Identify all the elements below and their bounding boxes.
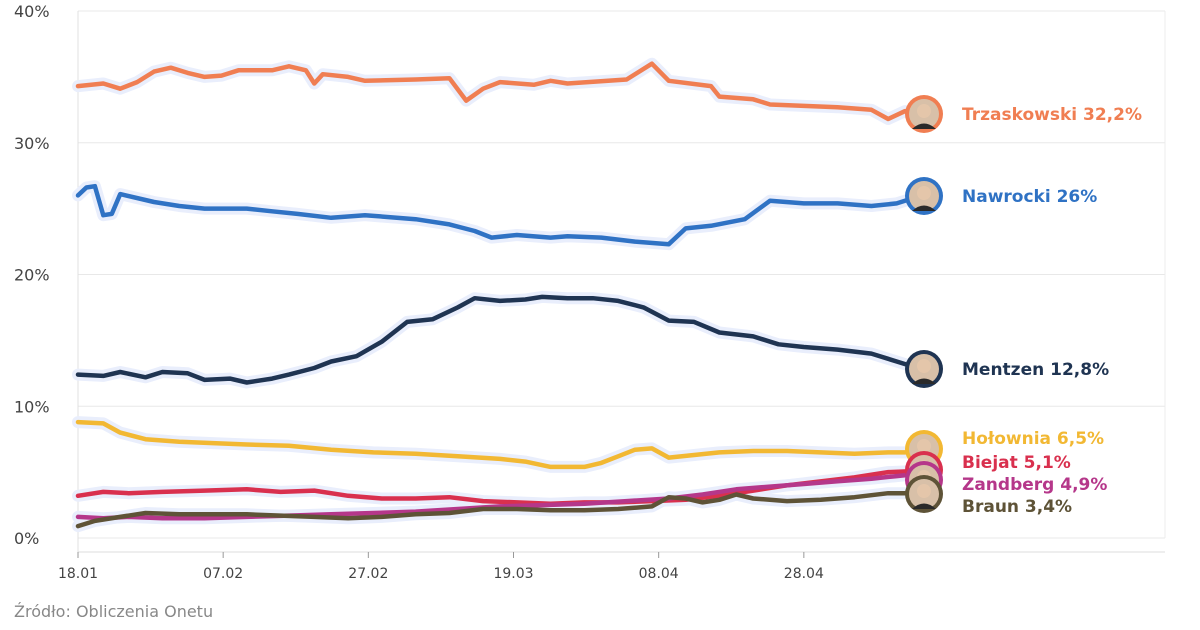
series-halo-trzaskowski	[72, 57, 928, 125]
series-lines	[75, 61, 925, 529]
marker-shoulders	[912, 205, 936, 211]
portrait-mentzen-icon	[905, 350, 943, 388]
series-label-braun: Braun 3,4%	[962, 497, 1072, 517]
portrait-trzaskowski-icon	[905, 95, 943, 133]
y-tick-label: 10%	[14, 397, 50, 416]
x-axis: 18.01 07.02 27.02 19.03 08.04 28.04	[58, 551, 1165, 582]
y-tick-label: 30%	[14, 134, 50, 153]
x-tick-label: 08.04	[639, 566, 679, 582]
series-line-hoownia	[75, 419, 925, 470]
series-label-trzaskowski: Trzaskowski 32,2%	[962, 105, 1142, 125]
series-label-zandberg: Zandberg 4,9%	[962, 475, 1107, 495]
series-label-hoownia: Hołownia 6,5%	[962, 429, 1104, 449]
y-tick-label: 0%	[14, 529, 39, 548]
marker-shoulders	[912, 123, 936, 129]
marker-shoulders	[912, 503, 936, 509]
marker-head	[917, 439, 931, 453]
series-line-nawrocki	[75, 183, 925, 247]
x-tick-label: 28.04	[784, 566, 824, 582]
series-label-mentzen: Mentzen 12,8%	[962, 360, 1109, 380]
series-end-markers	[905, 95, 943, 513]
series-label-biejat: Biejat 5,1%	[962, 453, 1071, 473]
series-line-braun	[75, 490, 925, 529]
x-tick-label: 19.03	[493, 566, 533, 582]
marker-head	[917, 186, 931, 200]
source-note: Źródło: Obliczenia Onetu	[14, 602, 213, 621]
series-line-zandberg	[75, 471, 925, 521]
series-line-trzaskowski	[75, 61, 925, 122]
marker-head	[917, 484, 931, 498]
series-line-mentzen	[75, 294, 925, 385]
y-axis-ticks: 0% 10% 20% 30% 40%	[14, 2, 50, 548]
series-halo-mentzen	[72, 290, 928, 389]
marker-shoulders	[912, 378, 936, 384]
x-tick-label: 18.01	[58, 566, 98, 582]
y-tick-label: 20%	[14, 266, 50, 285]
series-labels: Trzaskowski 32,2% Nawrocki 26% Mentzen 12,…	[962, 105, 1142, 517]
marker-head	[917, 359, 931, 373]
series-label-nawrocki: Nawrocki 26%	[962, 187, 1097, 207]
marker-head	[917, 104, 931, 118]
gridlines	[77, 10, 1166, 552]
y-tick-label: 40%	[14, 2, 50, 21]
x-tick-label: 27.02	[348, 566, 388, 582]
portrait-nawrocki-icon	[905, 177, 943, 215]
portrait-braun-icon	[905, 475, 943, 513]
x-tick-label: 07.02	[203, 566, 243, 582]
